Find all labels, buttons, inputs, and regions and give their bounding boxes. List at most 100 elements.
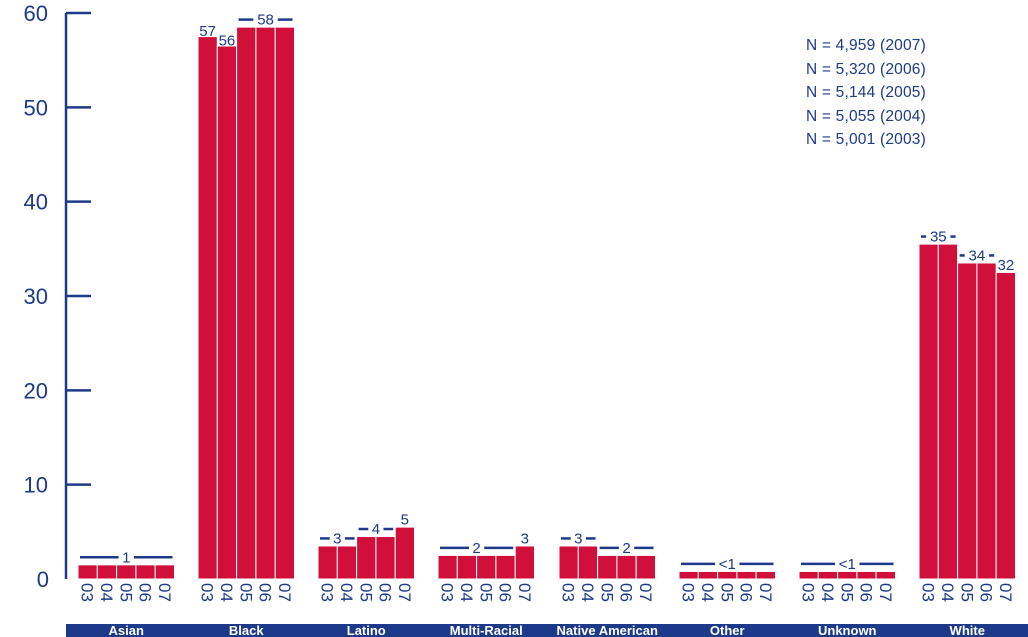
category-label: Latino bbox=[347, 623, 386, 637]
sample-size-legend: N = 4,959 (2007) N = 5,320 (2006) N = 5,… bbox=[806, 34, 926, 152]
bar-white-04 bbox=[937, 243, 959, 580]
category-label: White bbox=[950, 623, 985, 637]
year-label: 03 bbox=[799, 583, 818, 602]
bar-multi-racial-06 bbox=[495, 554, 516, 580]
bar-other-03 bbox=[678, 570, 699, 580]
bar-black-05 bbox=[236, 26, 257, 580]
year-label: 05 bbox=[717, 583, 736, 602]
category-label: Unknown bbox=[818, 623, 877, 637]
year-label: 05 bbox=[236, 583, 255, 602]
category-label: Asian bbox=[109, 623, 144, 637]
bar-black-04 bbox=[216, 45, 238, 580]
year-label: 03 bbox=[78, 583, 97, 602]
bar-black-07 bbox=[274, 26, 296, 580]
y-tick-label: 10 bbox=[24, 473, 48, 498]
category-band: Asian Black Latino Multi-Racial Native Ameri… bbox=[66, 623, 1028, 637]
bar-black-06 bbox=[255, 26, 276, 580]
data-label: 35 bbox=[930, 229, 947, 246]
year-label: 03 bbox=[559, 583, 578, 602]
year-label: 05 bbox=[116, 583, 135, 602]
bar-asian-04 bbox=[96, 564, 118, 580]
year-label: 05 bbox=[597, 583, 616, 602]
bar-white-07 bbox=[995, 271, 1017, 580]
year-label: 03 bbox=[198, 583, 217, 602]
bar-other-06 bbox=[736, 570, 757, 580]
year-label: 07 bbox=[636, 583, 655, 602]
year-label: 05 bbox=[837, 583, 856, 602]
category-label: Native American bbox=[557, 623, 658, 637]
bar-other-04 bbox=[697, 570, 719, 580]
year-label: 07 bbox=[515, 583, 534, 602]
y-tick-label: 50 bbox=[24, 95, 48, 120]
year-label: 07 bbox=[275, 583, 294, 602]
category-label: Multi-Racial bbox=[450, 623, 523, 637]
bar-asian-07 bbox=[154, 564, 175, 580]
category-band-background bbox=[66, 624, 1028, 637]
bar-multi-racial-03 bbox=[437, 554, 458, 580]
data-label: 57 bbox=[199, 23, 216, 40]
year-label: 07 bbox=[155, 583, 174, 602]
bar-white-03 bbox=[918, 243, 939, 580]
legend-item: N = 5,055 (2004) bbox=[806, 107, 926, 125]
data-label: <1 bbox=[839, 556, 856, 573]
bar-white-06 bbox=[976, 262, 997, 580]
year-label: 03 bbox=[438, 583, 457, 602]
year-label: 04 bbox=[938, 583, 957, 602]
bar-latino-05 bbox=[356, 536, 377, 580]
year-label: 04 bbox=[818, 583, 837, 602]
bar-multi-racial-07 bbox=[514, 545, 536, 580]
year-label: 07 bbox=[756, 583, 775, 602]
y-tick-label: 30 bbox=[24, 284, 48, 309]
year-label: 03 bbox=[318, 583, 337, 602]
data-label: <1 bbox=[719, 556, 736, 573]
bar-latino-06 bbox=[375, 536, 396, 580]
legend-item: N = 5,144 (2005) bbox=[806, 84, 926, 101]
bar-other-07 bbox=[755, 570, 777, 580]
bar-unknown-04 bbox=[817, 570, 839, 580]
bar-asian-05 bbox=[116, 564, 137, 580]
year-label: 03 bbox=[679, 583, 698, 602]
year-label: 04 bbox=[337, 583, 356, 602]
y-tick-label: 40 bbox=[24, 190, 48, 215]
year-label: 06 bbox=[617, 583, 636, 602]
year-label: 06 bbox=[977, 583, 996, 602]
y-tick-label: 20 bbox=[24, 378, 48, 403]
bar-black-03 bbox=[197, 36, 218, 580]
bar-latino-04 bbox=[336, 545, 358, 580]
year-label: 05 bbox=[476, 583, 495, 602]
year-label: 04 bbox=[698, 583, 717, 602]
bar-native-american-04 bbox=[577, 545, 599, 580]
data-label: 2 bbox=[472, 540, 480, 557]
legend-item: N = 5,320 (2006) bbox=[806, 60, 926, 78]
category-label: Other bbox=[710, 623, 745, 637]
legend-item: N = 5,001 (2003) bbox=[806, 131, 926, 148]
year-label: 06 bbox=[857, 583, 876, 602]
bar-unknown-06 bbox=[856, 570, 877, 580]
bar-multi-racial-05 bbox=[476, 554, 497, 580]
bar-native-american-05 bbox=[597, 554, 618, 580]
bar-latino-07 bbox=[394, 526, 416, 580]
y-axis: 0 10 20 30 40 50 60 bbox=[24, 1, 91, 592]
data-label: 3 bbox=[521, 530, 529, 547]
bar-native-american-06 bbox=[616, 554, 637, 580]
year-label: 06 bbox=[496, 583, 515, 602]
data-label: 32 bbox=[998, 257, 1015, 274]
year-label: 04 bbox=[457, 583, 476, 602]
data-label: 2 bbox=[622, 540, 630, 557]
legend-item: N = 4,959 (2007) bbox=[806, 37, 926, 54]
y-tick-label: 60 bbox=[24, 1, 48, 26]
bar-native-american-07 bbox=[635, 554, 657, 580]
bars bbox=[77, 26, 1017, 580]
year-label: 06 bbox=[376, 583, 395, 602]
year-label: 07 bbox=[876, 583, 895, 602]
year-label: 04 bbox=[97, 583, 116, 602]
bar-white-05 bbox=[957, 262, 978, 580]
y-tick-label: 0 bbox=[37, 567, 49, 592]
category-label: Black bbox=[229, 623, 264, 637]
bar-latino-03 bbox=[317, 545, 338, 580]
data-label: 1 bbox=[122, 549, 130, 566]
year-label: 05 bbox=[957, 583, 976, 602]
data-label: 56 bbox=[219, 32, 236, 49]
